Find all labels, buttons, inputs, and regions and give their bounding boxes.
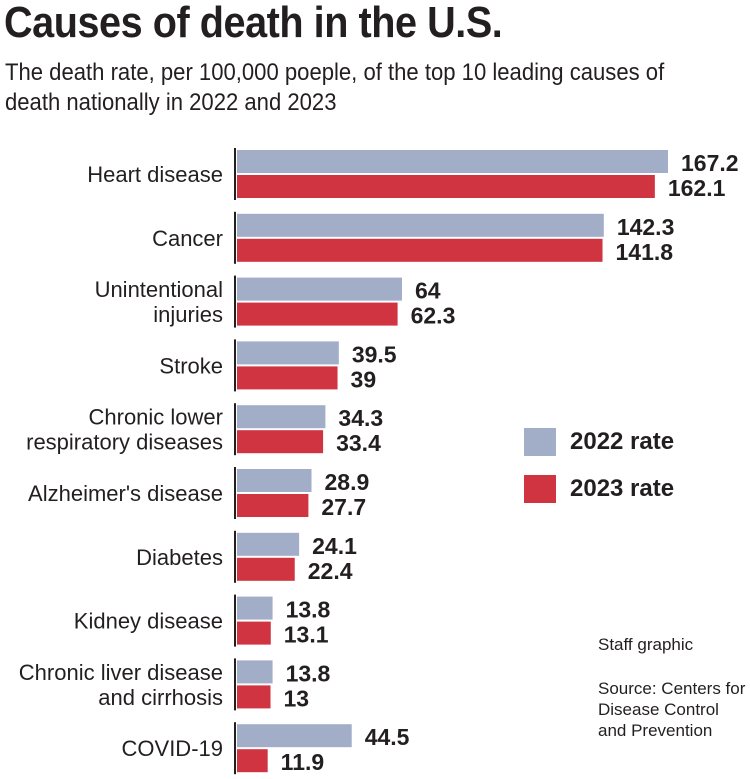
legend-label-2023: 2023 rate xyxy=(570,475,675,502)
category-label: COVID-19 xyxy=(122,736,223,761)
category-label: Diabetes xyxy=(136,545,223,570)
legend-swatch-2022 xyxy=(524,428,556,456)
value-label: 11.9 xyxy=(281,749,325,775)
value-label: 142.3 xyxy=(617,214,675,240)
legend-item-2023: 2023 rate xyxy=(524,475,674,503)
value-label: 33.4 xyxy=(336,430,381,456)
value-label: 13 xyxy=(284,685,310,711)
value-label: 44.5 xyxy=(365,724,410,750)
bar-2022-rate xyxy=(237,405,326,429)
category-label: Heart disease xyxy=(87,162,223,187)
bar-2022-rate xyxy=(237,660,273,684)
bar-2023-rate xyxy=(237,302,398,326)
category-label: respiratory diseases xyxy=(26,430,223,455)
value-label: 141.8 xyxy=(616,239,674,265)
value-label: 13.8 xyxy=(286,660,331,686)
bar-2023-rate xyxy=(237,494,309,517)
value-label: 24.1 xyxy=(312,533,357,559)
value-label: 167.2 xyxy=(681,150,739,176)
bar-2023-rate xyxy=(237,685,271,709)
category-label: Chronic lower xyxy=(89,405,224,430)
value-label: 28.9 xyxy=(324,469,369,495)
value-label: 13.8 xyxy=(286,597,331,623)
value-label: 64 xyxy=(415,278,441,304)
legend-item-2022: 2022 rate xyxy=(524,428,674,456)
bar-2023-rate xyxy=(237,621,271,645)
value-label: 39 xyxy=(351,366,377,392)
bar-2022-rate xyxy=(237,277,402,301)
category-label: Chronic liver disease xyxy=(19,660,223,685)
category-label: and cirrhosis xyxy=(98,685,223,710)
value-label: 39.5 xyxy=(352,341,397,367)
bar-2022-rate xyxy=(237,213,604,237)
bar-2022-rate xyxy=(237,596,273,620)
category-label: Alzheimer's disease xyxy=(28,481,223,506)
chart-subtitle: The death rate, per 100,000 poeple, of t… xyxy=(5,59,665,116)
legend-label-2022: 2022 rate xyxy=(570,428,675,455)
bar-2022-rate xyxy=(237,724,352,748)
value-label: 62.3 xyxy=(411,303,456,329)
value-label: 162.1 xyxy=(668,175,726,201)
bar-2022-rate xyxy=(237,341,339,365)
value-label: 22.4 xyxy=(308,558,353,584)
value-label: 27.7 xyxy=(321,494,366,520)
source-note: Source: Centers for Disease Control and … xyxy=(598,679,746,740)
category-label: injuries xyxy=(153,302,223,327)
value-label: 13.1 xyxy=(284,622,329,648)
value-label: 34.3 xyxy=(338,405,383,431)
bar-2023-rate xyxy=(237,430,324,454)
bar-2023-rate xyxy=(237,557,295,581)
bar-2023-rate xyxy=(237,175,655,198)
chart-title: Causes of death in the U.S. xyxy=(4,0,503,47)
legend-swatch-2023 xyxy=(524,475,556,503)
category-label: Cancer xyxy=(152,226,223,251)
bar-2022-rate xyxy=(237,150,668,173)
category-label: Kidney disease xyxy=(74,609,223,634)
bar-2022-rate xyxy=(237,532,300,556)
bar-2022-rate xyxy=(237,469,312,492)
bar-2023-rate xyxy=(237,366,338,390)
category-label: Unintentional xyxy=(95,277,223,302)
credit: Staff graphic xyxy=(598,635,694,654)
bar-2023-rate xyxy=(237,749,268,773)
category-label: Stroke xyxy=(159,353,223,378)
bar-2023-rate xyxy=(237,238,603,262)
